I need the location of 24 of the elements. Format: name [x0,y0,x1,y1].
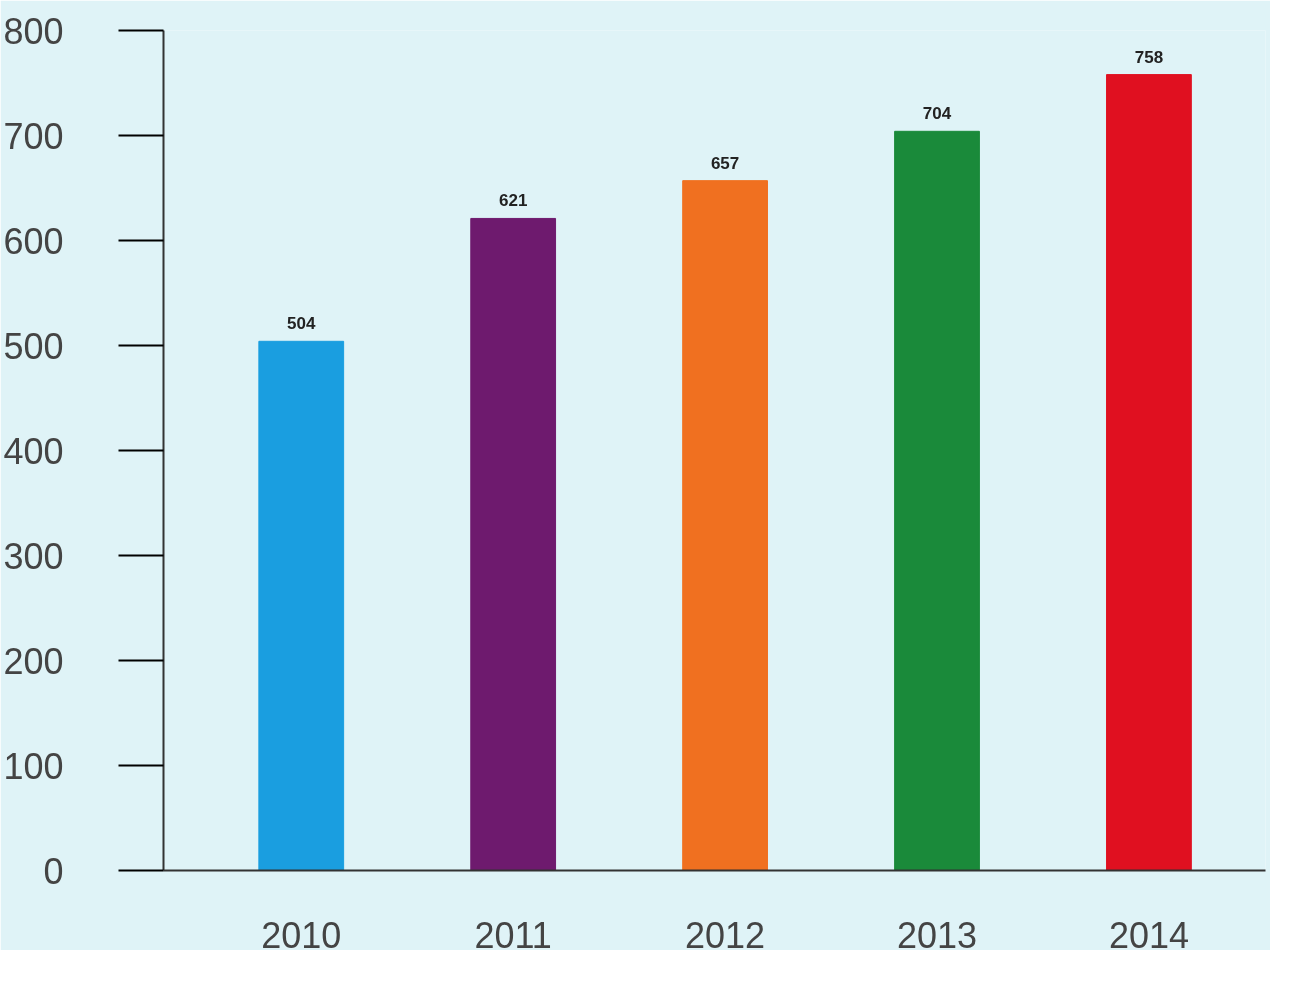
y-tick-label: 400 [3,430,64,472]
y-tick-label: 500 [3,325,64,367]
y-tick-label: 100 [3,745,64,787]
y-tick-label: 200 [3,640,64,682]
y-tick-label: 700 [3,115,64,157]
x-tick-label: 2013 [896,914,978,956]
data-label: 758 [1134,47,1164,67]
bar [1106,74,1192,871]
bar [258,340,345,871]
bar [682,180,768,871]
y-tick-label: 600 [3,220,64,262]
x-tick-label: 2012 [685,914,766,956]
y-tick-label: 0 [43,850,64,892]
data-label: 621 [498,191,528,211]
y-tick-label: 800 [3,10,64,52]
data-label: 704 [922,104,952,124]
data-label: 657 [710,153,740,173]
x-tick-label: 2014 [1108,914,1189,956]
data-label: 504 [287,314,316,334]
bar [894,130,980,871]
y-tick-label: 300 [3,535,64,577]
x-tick-label: 2011 [474,914,552,956]
bar [470,217,557,871]
x-tick-label: 2010 [261,914,342,956]
